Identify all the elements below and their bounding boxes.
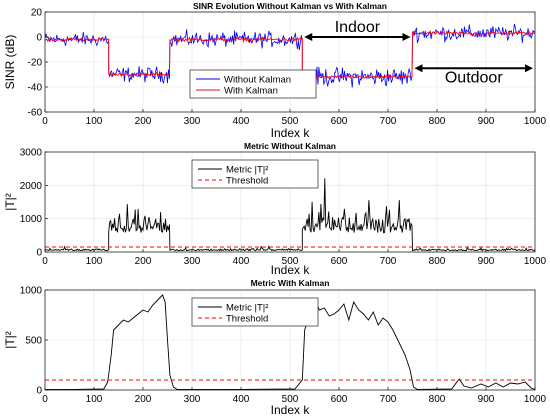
- series-line-1: [45, 294, 535, 390]
- series-line-2: [45, 29, 535, 80]
- x-tick-label: 900: [478, 394, 495, 405]
- x-axis-label: Index k: [271, 126, 311, 140]
- y-tick-label: 3000: [20, 148, 43, 159]
- chart-title: SINR Evolution Without Kalman vs With Ka…: [193, 1, 387, 11]
- y-tick-label: -20: [28, 58, 43, 69]
- x-tick-label: 800: [429, 116, 446, 127]
- x-tick-label: 200: [135, 394, 152, 405]
- x-tick-label: 1000: [524, 256, 547, 267]
- x-tick-label: 1000: [524, 116, 547, 127]
- x-tick-label: 400: [233, 256, 250, 267]
- annotation-2: Outdoor: [414, 64, 533, 86]
- y-axis-label: |T|²: [3, 193, 17, 211]
- x-tick-label: 500: [282, 116, 299, 127]
- annotation-label: Indoor: [335, 19, 381, 36]
- legend-entry: Metric |T|²: [226, 303, 268, 314]
- y-axis-label: |T|²: [3, 331, 17, 349]
- y-tick-label: 20: [31, 8, 43, 19]
- x-tick-label: 700: [380, 394, 397, 405]
- x-tick-label: 900: [478, 256, 495, 267]
- x-tick-label: 400: [233, 116, 250, 127]
- x-tick-label: 100: [86, 256, 103, 267]
- x-tick-label: 300: [184, 394, 201, 405]
- annotation-1: Indoor: [304, 19, 411, 41]
- legend-entry: With Kalman: [224, 86, 278, 97]
- y-tick-label: -60: [28, 108, 43, 119]
- legend-entry: Threshold: [226, 176, 268, 187]
- annotation-arrowhead: [414, 64, 423, 73]
- x-tick-label: 300: [184, 116, 201, 127]
- x-tick-label: 0: [42, 116, 48, 127]
- chart-panel-1: 0 100 200 300 400 500 600 700 800 900 1000-60-40-2…: [3, 1, 547, 140]
- x-tick-label: 0: [42, 256, 48, 267]
- x-tick-label: 400: [233, 394, 250, 405]
- x-axis-label: Index k: [271, 263, 311, 277]
- legend-entry: Threshold: [226, 314, 268, 325]
- y-tick-label: 0: [36, 386, 42, 397]
- y-tick-label: 0: [36, 248, 42, 259]
- chart-title: Metric With Kalman: [251, 278, 330, 288]
- x-tick-label: 200: [135, 256, 152, 267]
- chart-panel-3: 0 100 200 300 400 500 600 700 800 900 1000 0 500 1000…: [3, 278, 547, 417]
- x-tick-label: 500: [282, 256, 299, 267]
- x-tick-label: 600: [331, 116, 348, 127]
- x-tick-label: 0: [42, 394, 48, 405]
- x-tick-label: 200: [135, 116, 152, 127]
- x-tick-label: 100: [86, 394, 103, 405]
- x-tick-label: 800: [429, 394, 446, 405]
- x-tick-label: 1000: [524, 394, 547, 405]
- y-tick-label: 1000: [20, 214, 43, 225]
- series-group: [45, 294, 535, 390]
- x-axis-label: Index k: [271, 403, 311, 417]
- legend-box: [191, 159, 319, 189]
- y-tick-label: 2000: [20, 181, 43, 192]
- y-tick-label: 0: [36, 33, 42, 44]
- x-tick-label: 300: [184, 256, 201, 267]
- y-axis-label: SINR (dB): [3, 35, 17, 90]
- legend-box: [191, 297, 319, 327]
- chart-title: Metric Without Kalman: [244, 141, 336, 151]
- y-tick-label: 1000: [20, 286, 43, 297]
- x-tick-label: 700: [380, 116, 397, 127]
- annotation-label: Outdoor: [445, 69, 503, 86]
- y-tick-label: -40: [28, 83, 43, 94]
- y-tick-label: 500: [25, 336, 42, 347]
- x-tick-label: 800: [429, 256, 446, 267]
- x-tick-label: 600: [331, 256, 348, 267]
- legend-box: [189, 69, 317, 99]
- series-group: [45, 23, 535, 88]
- x-tick-label: 100: [86, 116, 103, 127]
- x-tick-label: 500: [282, 394, 299, 405]
- x-tick-label: 900: [478, 116, 495, 127]
- annotation-arrowhead: [304, 33, 313, 41]
- chart-panel-2: 0 100 200 300 400 500 600 700 800 900 1000 0 1000 200…: [3, 141, 547, 277]
- x-tick-label: 600: [331, 394, 348, 405]
- legend-entry: Metric |T|²: [226, 165, 268, 176]
- x-tick-label: 700: [380, 256, 397, 267]
- annotation-arrowhead: [402, 33, 411, 41]
- annotation-arrowhead: [525, 64, 533, 73]
- legend-entry: Without Kalman: [224, 75, 291, 86]
